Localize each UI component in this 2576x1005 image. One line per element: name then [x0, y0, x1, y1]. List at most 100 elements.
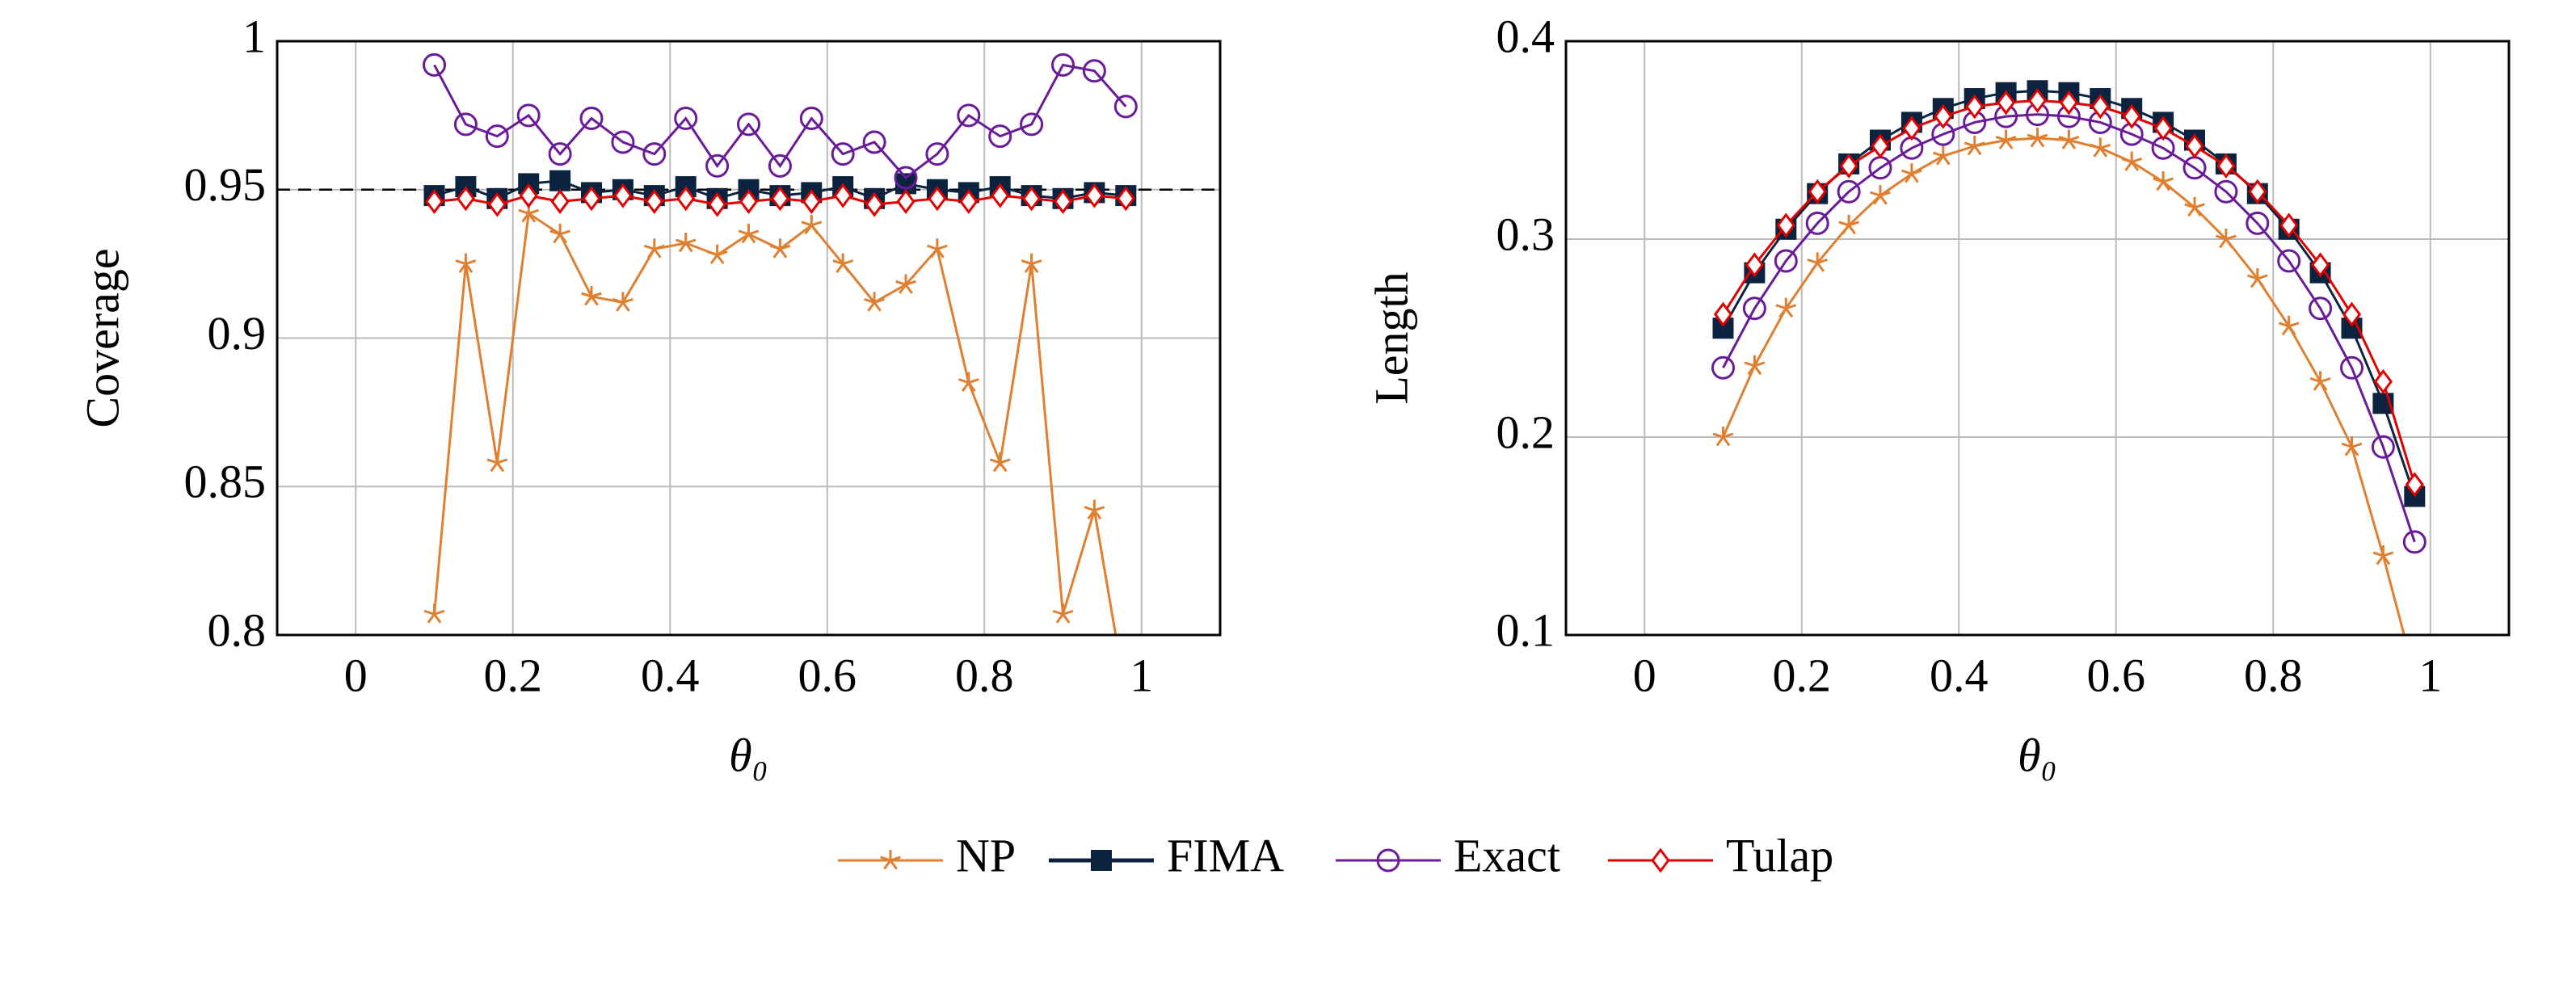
marker — [2058, 129, 2080, 149]
marker — [1113, 95, 1138, 119]
marker — [2027, 88, 2048, 113]
marker — [1837, 179, 1861, 204]
legend-item: FIMA — [1049, 829, 1284, 881]
marker — [548, 142, 572, 166]
legend-label: Exact — [1454, 829, 1560, 881]
marker — [549, 170, 571, 191]
marker — [423, 53, 446, 77]
marker — [2122, 103, 2141, 129]
marker — [423, 603, 445, 624]
marker — [674, 107, 698, 131]
marker — [2371, 435, 2395, 459]
marker — [1020, 112, 1044, 137]
marker — [928, 186, 947, 212]
marker — [1711, 355, 1735, 380]
y-tick-label: 0.2 — [1496, 406, 1555, 458]
marker — [2310, 252, 2330, 278]
marker — [958, 372, 979, 393]
marker — [1934, 103, 1953, 129]
marker — [645, 188, 664, 214]
marker — [2248, 179, 2267, 204]
marker — [516, 103, 541, 128]
marker — [2059, 90, 2079, 116]
marker — [1775, 297, 1797, 318]
marker — [862, 130, 886, 154]
marker — [1808, 179, 1827, 204]
marker — [2373, 368, 2393, 394]
marker — [1902, 116, 1921, 141]
x-tick-label: 0 — [344, 649, 368, 701]
marker — [487, 191, 507, 217]
marker — [2309, 296, 2333, 321]
marker — [2341, 436, 2363, 456]
y-tick-label: 0.8 — [208, 603, 267, 656]
marker — [1995, 129, 2017, 149]
marker — [801, 214, 823, 235]
marker — [2216, 153, 2236, 179]
marker — [1932, 145, 1954, 166]
marker — [1838, 214, 1859, 235]
marker — [1021, 186, 1042, 212]
marker — [705, 153, 730, 178]
x-tick-label: 0.8 — [955, 649, 1014, 701]
x-axis-label: θ₀ — [2018, 729, 2057, 781]
marker — [770, 186, 790, 212]
x-axis-label: θ₀ — [729, 729, 768, 781]
marker — [519, 183, 538, 208]
marker — [895, 274, 916, 294]
y-axis-label: Coverage — [76, 248, 128, 427]
marker — [2402, 530, 2427, 554]
x-tick-label: 0.2 — [484, 649, 543, 701]
marker — [2216, 229, 2237, 249]
marker — [988, 124, 1012, 149]
marker — [738, 223, 760, 244]
y-tick-label: 0.85 — [184, 456, 267, 508]
marker — [2309, 371, 2331, 391]
marker — [957, 103, 981, 128]
marker — [2090, 137, 2111, 158]
marker — [991, 183, 1010, 208]
x-tick-label: 1 — [1130, 649, 1153, 701]
marker — [1091, 850, 1112, 871]
marker — [2246, 211, 2270, 235]
marker — [1996, 90, 2016, 116]
legend-item: Exact — [1336, 829, 1560, 881]
marker — [880, 850, 901, 870]
marker — [2279, 212, 2299, 238]
marker — [1053, 188, 1073, 214]
marker — [1651, 847, 1670, 873]
marker — [549, 223, 570, 244]
marker — [642, 142, 667, 166]
series-line — [1722, 113, 2416, 543]
x-tick-label: 0.8 — [2244, 649, 2303, 701]
marker — [1965, 94, 1985, 120]
marker — [676, 186, 696, 212]
x-tick-label: 0.6 — [2087, 649, 2146, 701]
y-tick-label: 0.3 — [1496, 208, 1555, 260]
x-tick-label: 0.6 — [798, 649, 857, 701]
marker — [2246, 268, 2268, 288]
marker — [989, 452, 1011, 473]
marker — [769, 238, 791, 259]
marker — [579, 107, 604, 131]
marker — [518, 203, 540, 223]
marker — [1084, 183, 1105, 208]
marker — [1964, 135, 1985, 156]
marker — [1870, 185, 1891, 205]
marker — [1744, 355, 1766, 376]
legend-label: NP — [956, 829, 1016, 881]
x-tick-label: 0.4 — [641, 649, 700, 701]
marker — [581, 286, 602, 306]
marker — [1871, 133, 1890, 159]
marker — [2278, 315, 2300, 336]
marker — [2277, 249, 2301, 273]
marker — [1021, 253, 1042, 274]
marker — [1376, 848, 1400, 873]
marker — [2372, 545, 2394, 566]
marker — [864, 292, 885, 312]
y-tick-label: 0.1 — [1496, 603, 1555, 656]
marker — [2090, 94, 2110, 120]
marker — [675, 232, 697, 253]
marker — [2185, 133, 2204, 159]
